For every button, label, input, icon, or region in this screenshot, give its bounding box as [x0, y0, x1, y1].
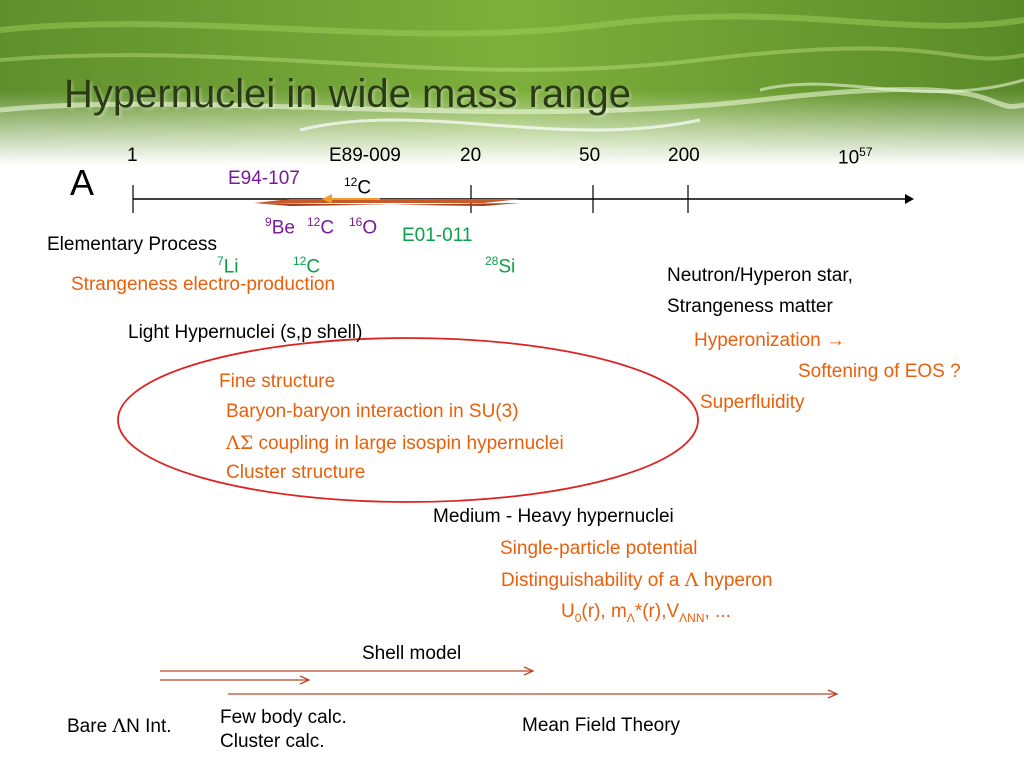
title-banner [0, 0, 1024, 165]
neutron-softening: Softening of EOS ? [798, 361, 961, 382]
elementary-sub: Strangeness electro-production [71, 274, 336, 295]
tick-label-e89: E89-009 [329, 145, 401, 166]
page-title: Hypernuclei in wide mass range [64, 72, 631, 116]
tick-label-1: 1 [127, 145, 138, 166]
tick-label-20: 20 [460, 145, 482, 166]
neutron-superfluidity: Superfluidity [700, 392, 805, 413]
neutron-hyperonization: Hyperonization → [694, 330, 846, 351]
theory-mean-field: Mean Field Theory [522, 715, 681, 736]
experiment-range-bar-top [254, 203, 520, 206]
experiment-marker [322, 194, 332, 204]
nucleus-be9: 9Be [265, 215, 295, 239]
light-hypernuclei-ellipse [117, 337, 699, 503]
nucleus-li7: 7Li [217, 254, 239, 278]
theory-bare-int: Bare ΛN Int. [67, 715, 172, 737]
right-arrow-icon: → [826, 330, 846, 351]
medium-item-distinguish: Distinguishability of a Λ hyperon [501, 569, 773, 591]
medium-heading: Medium - Heavy hypernuclei [433, 506, 674, 527]
nucleus-si28: 28Si [485, 254, 516, 278]
tick-label-1e57: 1057 [838, 145, 873, 169]
medium-item-potential: Single-particle potential [500, 538, 698, 559]
theory-shell-model: Shell model [362, 643, 462, 664]
theory-cluster: Cluster calc. [220, 731, 325, 752]
experiment-range-bar [254, 199, 520, 203]
neutron-line1: Neutron/Hyperon star, [667, 265, 853, 286]
axis-label-a: A [70, 162, 95, 203]
nucleus-o16: 16O [349, 215, 378, 239]
light-item-cluster: Cluster structure [226, 462, 366, 483]
tick-label-200: 200 [668, 145, 700, 166]
nucleus-c12-mid: 12C [307, 215, 335, 239]
nucleus-c12-low: 12C [293, 254, 321, 278]
tick-label-50: 50 [579, 145, 601, 166]
light-item-coupling: ΛΣ coupling in large isospin hypernuclei [226, 432, 564, 454]
mass-axis-arrowhead [905, 194, 914, 204]
light-item-fine: Fine structure [219, 371, 336, 392]
experiment-e01-011: E01-011 [402, 225, 473, 246]
medium-item-formula: U0(r), mΛ*(r),VΛNN, ... [561, 601, 731, 625]
neutron-line2: Strangeness matter [667, 296, 833, 317]
experiment-e94-107: E94-107 [228, 168, 300, 189]
nucleus-c12-top: 12C [344, 175, 372, 199]
theory-few-body: Few body calc. [220, 707, 347, 728]
light-item-baryon: Baryon-baryon interaction in SU(3) [226, 401, 519, 422]
elementary-heading: Elementary Process [47, 234, 218, 255]
light-heading: Light Hypernuclei (s,p shell) [128, 322, 363, 343]
